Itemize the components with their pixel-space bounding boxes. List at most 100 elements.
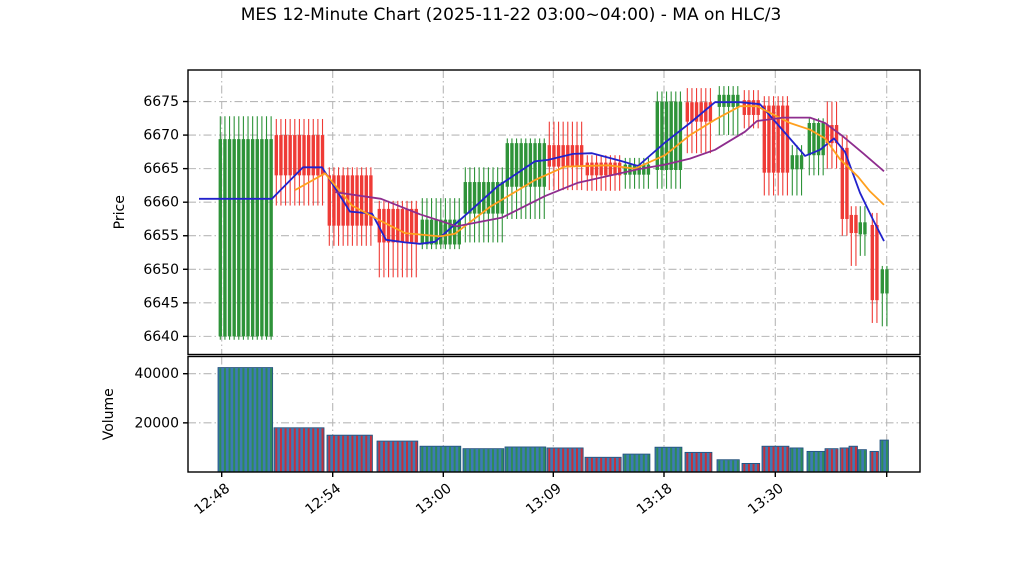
price-panel-border — [187, 69, 921, 356]
candle-body — [537, 143, 542, 187]
volume-stripe — [732, 460, 735, 472]
volume-stripe — [365, 435, 368, 472]
candle-body — [608, 162, 613, 176]
candle-body — [849, 214, 854, 234]
candle-body — [400, 208, 405, 243]
x-tick-label: 12:54 — [303, 480, 345, 518]
x-tick-label: 13:09 — [523, 481, 565, 518]
volume-tick-label: 20000 — [134, 415, 179, 431]
volume-stripe — [845, 448, 848, 472]
volume-stripe — [342, 435, 345, 472]
candle-body — [678, 101, 683, 170]
candle-body — [260, 139, 264, 337]
volume-stripe — [496, 449, 499, 472]
volume-stripe — [854, 446, 857, 472]
candle-body — [840, 147, 845, 219]
volume-bar-group — [684, 451, 713, 473]
volume-stripe — [679, 447, 682, 472]
volume-stripe — [638, 454, 641, 472]
volume-stripe — [576, 448, 579, 472]
candle-body — [439, 219, 443, 245]
volume-bar-group — [839, 447, 849, 473]
volume-stripe — [223, 368, 226, 472]
volume-stripe — [242, 368, 245, 472]
volume-stripe — [817, 451, 820, 472]
ma-mid-line — [294, 105, 885, 238]
candle-body — [359, 175, 364, 226]
volume-stripe — [337, 435, 340, 472]
candle-body — [821, 123, 825, 156]
candle-body — [316, 135, 320, 176]
volume-stripe — [392, 441, 395, 472]
candle-group — [870, 212, 879, 323]
candle-body — [468, 182, 472, 214]
volume-stripe — [709, 452, 712, 472]
volume-stripe — [378, 441, 381, 472]
volume-stripe — [772, 446, 775, 472]
volume-stripe — [360, 435, 363, 472]
chart-title: MES 12-Minute Chart (2025-11-22 03:00~04… — [240, 5, 782, 25]
volume-stripe — [767, 446, 770, 472]
volume-stripe — [464, 449, 467, 472]
candle-body — [767, 105, 771, 173]
volume-stripe — [863, 450, 866, 472]
volume-stripe — [346, 435, 349, 472]
volume-bar — [684, 451, 713, 473]
volume-stripe — [487, 449, 490, 472]
volume-stripe — [885, 440, 888, 472]
volume-stripe — [875, 451, 878, 472]
volume-stripe — [415, 441, 418, 472]
candle-body — [306, 135, 311, 176]
volume-stripe — [260, 368, 263, 472]
candle-body — [858, 222, 863, 235]
volume-stripe — [515, 447, 518, 472]
volume-stripe — [557, 448, 560, 472]
volume-stripe — [791, 448, 794, 472]
volume-bar-group — [869, 450, 879, 473]
volume-stripe — [695, 452, 698, 472]
candle-body — [279, 135, 283, 176]
volume-stripe — [293, 428, 296, 472]
candle-body — [726, 94, 731, 107]
volume-stripe — [321, 428, 324, 472]
volume-stripe — [401, 441, 404, 472]
volume-stripe — [656, 447, 659, 472]
candle-body — [448, 219, 452, 245]
candle-body — [396, 208, 400, 243]
candle-body — [350, 175, 355, 226]
candle-body — [297, 135, 302, 176]
volume-stripe — [618, 457, 621, 472]
volume-stripe — [841, 448, 844, 472]
volume-stripe — [822, 451, 825, 472]
x-tick-label: 13:30 — [745, 481, 787, 518]
volume-stripe — [548, 448, 551, 472]
candle-body — [642, 164, 646, 175]
volume-bar — [622, 453, 651, 473]
volume-stripe — [396, 441, 399, 472]
candle-body — [570, 145, 575, 167]
candle-body — [875, 224, 879, 301]
candle-body — [690, 102, 694, 122]
candle-body — [617, 162, 622, 176]
volume-bar-group — [419, 445, 462, 473]
candle-body — [405, 208, 409, 243]
candle-body — [807, 123, 812, 156]
candle-body — [669, 101, 673, 170]
candle-body — [320, 135, 325, 176]
candle-body — [575, 145, 579, 167]
candle-body — [613, 162, 617, 176]
candle-body — [704, 102, 708, 122]
candle-body — [524, 143, 528, 187]
candle-body — [311, 135, 315, 176]
volume-stripe — [808, 451, 811, 472]
candle-body — [771, 105, 776, 173]
candle-body — [699, 102, 703, 122]
volume-stripe — [289, 428, 292, 472]
candle-body — [332, 175, 336, 226]
volume-stripe — [435, 446, 438, 472]
x-tick-label: 13:00 — [413, 481, 455, 518]
volume-bar-group — [879, 439, 889, 473]
candle-group — [790, 145, 804, 196]
candle-group — [825, 101, 839, 169]
candle-body — [250, 139, 255, 337]
